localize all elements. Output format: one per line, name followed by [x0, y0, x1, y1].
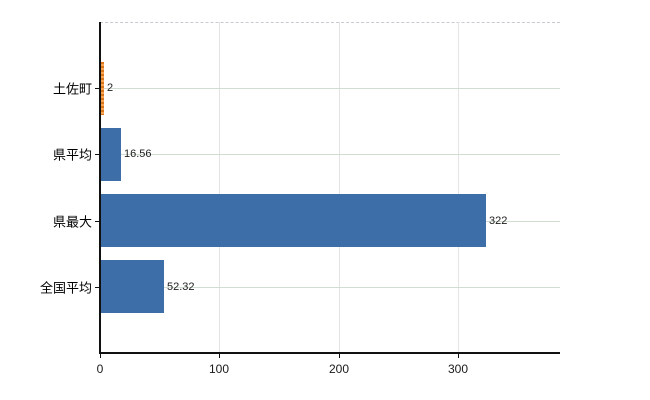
x-tick-label: 200	[328, 362, 350, 376]
value-label: 16.56	[124, 148, 152, 161]
x-axis-tick	[100, 353, 101, 358]
x-tick-label: 0	[96, 362, 104, 376]
x-axis-tick	[219, 353, 220, 358]
bar-土佐町	[101, 62, 104, 115]
plot-area	[100, 22, 560, 353]
value-label: 322	[489, 214, 508, 227]
x-axis-line	[99, 352, 560, 354]
bar-県平均	[101, 128, 121, 181]
category-tick	[95, 88, 100, 89]
x-tick-label: 100	[208, 362, 230, 376]
value-label: 52.32	[167, 280, 195, 293]
vertical-gridline	[458, 22, 460, 353]
bar-県最大	[101, 194, 486, 247]
row-gridline	[100, 154, 560, 155]
y-axis-line	[99, 22, 101, 353]
category-tick	[95, 287, 100, 288]
category-tick	[95, 221, 100, 222]
bar-全国平均	[101, 260, 164, 313]
category-label: 全国平均	[39, 280, 92, 296]
vertical-gridline	[338, 22, 340, 353]
vertical-gridline	[219, 22, 221, 353]
x-axis-tick	[458, 353, 459, 358]
category-label: 県平均	[52, 147, 92, 163]
value-label: 2	[107, 82, 114, 95]
row-gridline	[100, 88, 560, 89]
x-tick-label: 300	[447, 362, 469, 376]
x-axis-tick	[339, 353, 340, 358]
category-label: 県最大	[52, 214, 92, 230]
category-tick	[95, 154, 100, 155]
category-label: 土佐町	[52, 81, 92, 97]
row-gridline	[100, 287, 560, 288]
